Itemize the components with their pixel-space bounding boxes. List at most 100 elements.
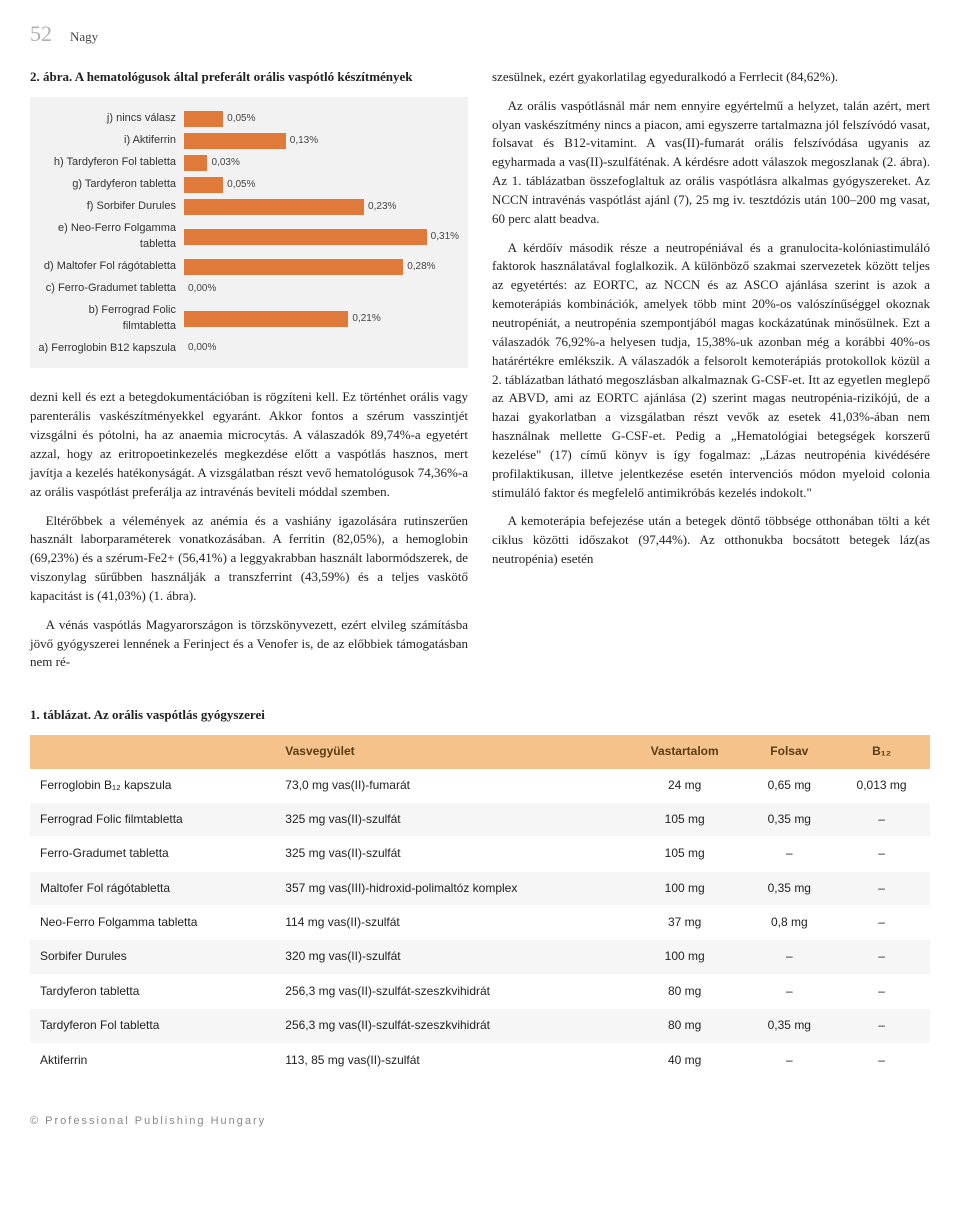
table-cell: 357 mg vas(III)-hidroxid-polimaltóz komp… [275, 871, 624, 905]
table-header-cell: Vastartalom [624, 735, 746, 768]
table-cell: – [746, 974, 834, 1008]
chart-value-label: 0,00% [188, 281, 216, 297]
table-cell: Sorbifer Durules [30, 940, 275, 974]
chart-bar [184, 311, 348, 327]
table-header-row: VasvegyületVastartalomFolsavB₁₂ [30, 735, 930, 768]
chart-bar [184, 111, 223, 127]
table-cell: 0,013 mg [833, 769, 930, 803]
table-cell: Ferrograd Folic filmtabletta [30, 802, 275, 836]
table-cell: – [746, 1043, 834, 1077]
chart-bar [184, 133, 286, 149]
table-cell: Maltofer Fol rágótabletta [30, 871, 275, 905]
right-para-2: Az orális vaspótlásnál már nem ennyire e… [492, 97, 930, 229]
figure-caption: 2. ábra. A hematológusok által preferált… [30, 68, 468, 87]
chart-category-label: e) Neo-Ferro Folgamma tabletta [34, 221, 184, 253]
table-row: Aktiferrin113, 85 mg vas(II)-szulfát40 m… [30, 1043, 930, 1077]
chart-bar [184, 155, 207, 171]
chart-row: i) Aktiferrin 0,13% [34, 133, 458, 149]
data-table: VasvegyületVastartalomFolsavB₁₂ Ferroglo… [30, 735, 930, 1078]
right-para-1: szesülnek, ezért gyakorlatilag egyedural… [492, 68, 930, 87]
right-para-3: A kérdőív második része a neutropéniával… [492, 239, 930, 503]
chart-bar-area: 0,23% [184, 199, 458, 215]
table-cell: 73,0 mg vas(II)-fumarát [275, 769, 624, 803]
chart-row: e) Neo-Ferro Folgamma tabletta 0,31% [34, 221, 458, 253]
table-cell: – [833, 974, 930, 1008]
chart-category-label: f) Sorbifer Durules [34, 199, 184, 215]
table-cell: – [746, 837, 834, 871]
chart-bar-area: 0,00% [184, 281, 458, 297]
table-cell: 100 mg [624, 940, 746, 974]
left-para-3: A vénás vaspótlás Magyarországon is törz… [30, 616, 468, 673]
table-cell: 325 mg vas(II)-szulfát [275, 837, 624, 871]
chart-category-label: a) Ferroglobin B12 kapszula [34, 341, 184, 357]
two-column-layout: 2. ábra. A hematológusok által preferált… [30, 68, 930, 682]
left-para-1: dezni kell és ezt a betegdokumentációban… [30, 388, 468, 501]
table-cell: 105 mg [624, 837, 746, 871]
table-cell: 40 mg [624, 1043, 746, 1077]
table-cell: – [833, 871, 930, 905]
chart-category-label: d) Maltofer Fol rágótabletta [34, 259, 184, 275]
right-column: szesülnek, ezért gyakorlatilag egyedural… [492, 68, 930, 682]
table-cell: Tardyferon Fol tabletta [30, 1009, 275, 1043]
table-body: Ferroglobin B₁₂ kapszula73,0 mg vas(II)-… [30, 769, 930, 1078]
table-cell: 256,3 mg vas(II)-szulfát-szeszkvihidrát [275, 1009, 624, 1043]
table-cell: Ferro-Gradumet tabletta [30, 837, 275, 871]
table-cell: 256,3 mg vas(II)-szulfát-szeszkvihidrát [275, 974, 624, 1008]
left-column: 2. ábra. A hematológusok által preferált… [30, 68, 468, 682]
table-caption: 1. táblázat. Az orális vaspótlás gyógysz… [30, 706, 930, 725]
chart-row: c) Ferro-Gradumet tabletta0,00% [34, 281, 458, 297]
table-cell: – [833, 906, 930, 940]
table-cell: 320 mg vas(II)-szulfát [275, 940, 624, 974]
table-row: Ferro-Gradumet tabletta325 mg vas(II)-sz… [30, 837, 930, 871]
table-header-cell [30, 735, 275, 768]
chart-bar [184, 259, 403, 275]
chart-value-label: 0,23% [368, 199, 396, 215]
chart-value-label: 0,05% [227, 177, 255, 193]
page-header: 52 Nagy [30, 18, 930, 50]
chart-category-label: i) Aktiferrin [34, 133, 184, 149]
table-row: Neo-Ferro Folgamma tabletta114 mg vas(II… [30, 906, 930, 940]
table-cell: Tardyferon tabletta [30, 974, 275, 1008]
table-cell: 0,35 mg [746, 802, 834, 836]
figure-caption-text: A hematológusok által preferált orális v… [72, 69, 412, 84]
chart-bar-area: 0,00% [184, 340, 458, 356]
chart-value-label: 0,00% [188, 340, 216, 356]
left-para-2: Eltérőbbek a vélemények az anémia és a v… [30, 512, 468, 606]
chart-row: h) Tardyferon Fol tabletta0,03% [34, 155, 458, 171]
table-cell: – [833, 802, 930, 836]
chart-bar [184, 177, 223, 193]
chart-category-label: g) Tardyferon tabletta [34, 177, 184, 193]
table-cell: 0,35 mg [746, 871, 834, 905]
publisher-line: © Professional Publishing Hungary [30, 1114, 930, 1130]
chart-row: f) Sorbifer Durules 0,23% [34, 199, 458, 215]
right-para-4: A kemoterápia befejezése után a betegek … [492, 512, 930, 569]
chart-category-label: b) Ferrograd Folic filmtabletta [34, 303, 184, 335]
chart-value-label: 0,28% [407, 259, 435, 275]
chart-category-label: j) nincs válasz [34, 111, 184, 127]
chart-bar-area: 0,28% [184, 259, 458, 275]
table-cell: 113, 85 mg vas(II)-szulfát [275, 1043, 624, 1077]
chart-category-label: c) Ferro-Gradumet tabletta [34, 281, 184, 297]
table-cell: 325 mg vas(II)-szulfát [275, 802, 624, 836]
chart-value-label: 0,31% [431, 229, 459, 245]
table-row: Tardyferon Fol tabletta256,3 mg vas(II)-… [30, 1009, 930, 1043]
table-cell: 80 mg [624, 974, 746, 1008]
chart-value-label: 0,13% [290, 133, 318, 149]
table-cell: Neo-Ferro Folgamma tabletta [30, 906, 275, 940]
chart-bar [184, 199, 364, 215]
table-cell: 100 mg [624, 871, 746, 905]
author-name: Nagy [70, 28, 98, 47]
chart-row: a) Ferroglobin B12 kapszula0,00% [34, 340, 458, 356]
table-header-cell: B₁₂ [833, 735, 930, 768]
table-cell: 37 mg [624, 906, 746, 940]
bar-chart: j) nincs válasz0,05%i) Aktiferrin0,13%h)… [30, 97, 468, 369]
table-header-cell: Vasvegyület [275, 735, 624, 768]
chart-bar-area: 0,05% [184, 177, 458, 193]
table-cell: – [833, 1009, 930, 1043]
chart-bar-area: 0,03% [184, 155, 458, 171]
table-row: Maltofer Fol rágótabletta357 mg vas(III)… [30, 871, 930, 905]
table-cell: – [833, 837, 930, 871]
table-cell: 80 mg [624, 1009, 746, 1043]
chart-row: j) nincs válasz0,05% [34, 111, 458, 127]
table-cell: Aktiferrin [30, 1043, 275, 1077]
